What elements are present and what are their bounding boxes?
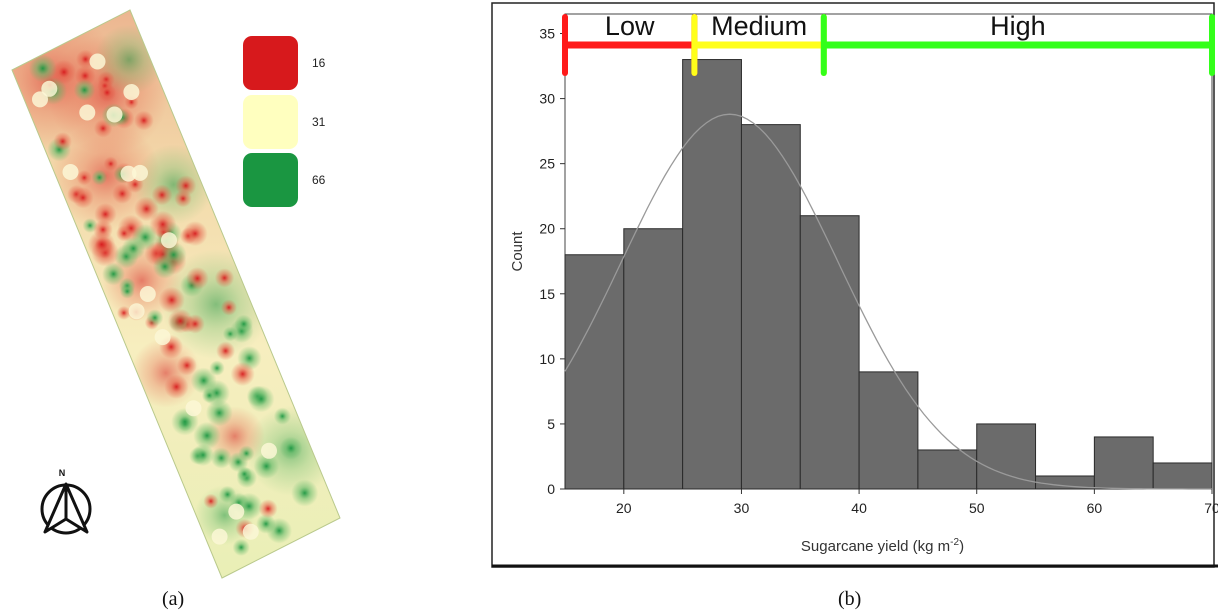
north-label: N: [59, 468, 66, 478]
x-tick-label: 40: [851, 500, 867, 516]
histogram-bar: [858, 371, 919, 490]
y-tick-label: 0: [547, 481, 555, 497]
x-axis-title: Sugarcane yield (kg m-2): [801, 537, 964, 555]
caption-a: (a): [162, 588, 185, 610]
legend-swatch-31: [243, 95, 298, 149]
y-tick-label: 25: [539, 156, 555, 172]
histogram-bar: [976, 423, 1037, 490]
x-tick-label: 20: [616, 500, 632, 516]
histogram-bar: [1152, 462, 1213, 490]
y-tick-label: 15: [539, 286, 555, 302]
y-axis-title: Count: [509, 231, 526, 272]
legend-label-31: 31: [312, 115, 326, 129]
caption-b: (b): [838, 588, 862, 610]
y-tick-label: 10: [539, 351, 555, 367]
legend-swatch-16: [243, 36, 298, 90]
y-tick-label: 35: [539, 26, 555, 42]
yield-map-panel: 16 31 66 N: [0, 0, 360, 580]
x-tick-label: 50: [969, 500, 985, 516]
legend-swatch-66: [243, 153, 298, 207]
range-label-medium: Medium: [711, 11, 807, 41]
field-boundary: [11, 9, 341, 579]
plot-area: 0 5 10 15 20 25 30 35 20 30 40 50 60 70 Low Medium Hig…: [539, 11, 1218, 516]
range-label-low: Low: [605, 11, 655, 41]
legend-label-16: 16: [312, 56, 326, 70]
map-legend: 16 31 66: [243, 36, 326, 207]
histogram-bar: [799, 215, 860, 490]
histogram-bar: [564, 254, 625, 490]
histogram-bar: [623, 228, 684, 490]
histogram-bar: [740, 124, 801, 490]
yield-map: 16 31 66 N: [11, 9, 341, 579]
legend-label-66: 66: [312, 173, 326, 187]
y-tick-label: 30: [539, 91, 555, 107]
histogram-chart: 0 5 10 15 20 25 30 35 20 30 40 50 60 70 Low Medium Hig…: [491, 2, 1218, 568]
y-tick-label: 20: [539, 221, 555, 237]
x-tick-label: 70: [1204, 500, 1218, 516]
histogram-bar: [1093, 436, 1154, 490]
x-tick-label: 60: [1087, 500, 1103, 516]
field-heatmap: [12, 10, 340, 578]
x-tick-label: 30: [734, 500, 750, 516]
histogram-panel: 0 5 10 15 20 25 30 35 20 30 40 50 60 70 Low Medium Hig…: [490, 0, 1218, 575]
histogram-bar: [682, 59, 742, 490]
range-label-high: High: [990, 11, 1046, 41]
normal-fit-curve: [564, 113, 1212, 490]
north-arrow-icon: N: [40, 468, 92, 535]
y-tick-label: 5: [547, 416, 555, 432]
